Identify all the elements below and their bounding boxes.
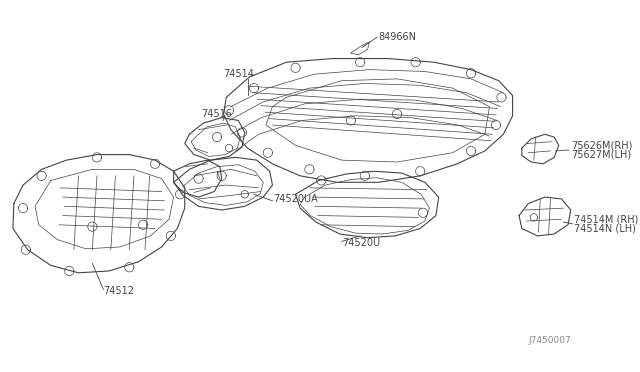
Text: 74514: 74514 <box>223 69 254 79</box>
Text: 84966N: 84966N <box>379 32 417 42</box>
Text: 74520U: 74520U <box>342 238 380 248</box>
Text: 75627M(LH): 75627M(LH) <box>571 150 631 160</box>
Text: 74512: 74512 <box>104 286 134 296</box>
Text: 74516: 74516 <box>202 109 232 119</box>
Text: 75626M(RH): 75626M(RH) <box>571 140 632 150</box>
Text: 74520UA: 74520UA <box>273 194 318 204</box>
Text: 74514N (LH): 74514N (LH) <box>575 224 636 234</box>
Text: 74514M (RH): 74514M (RH) <box>575 214 639 224</box>
Text: J7450007: J7450007 <box>528 336 571 345</box>
